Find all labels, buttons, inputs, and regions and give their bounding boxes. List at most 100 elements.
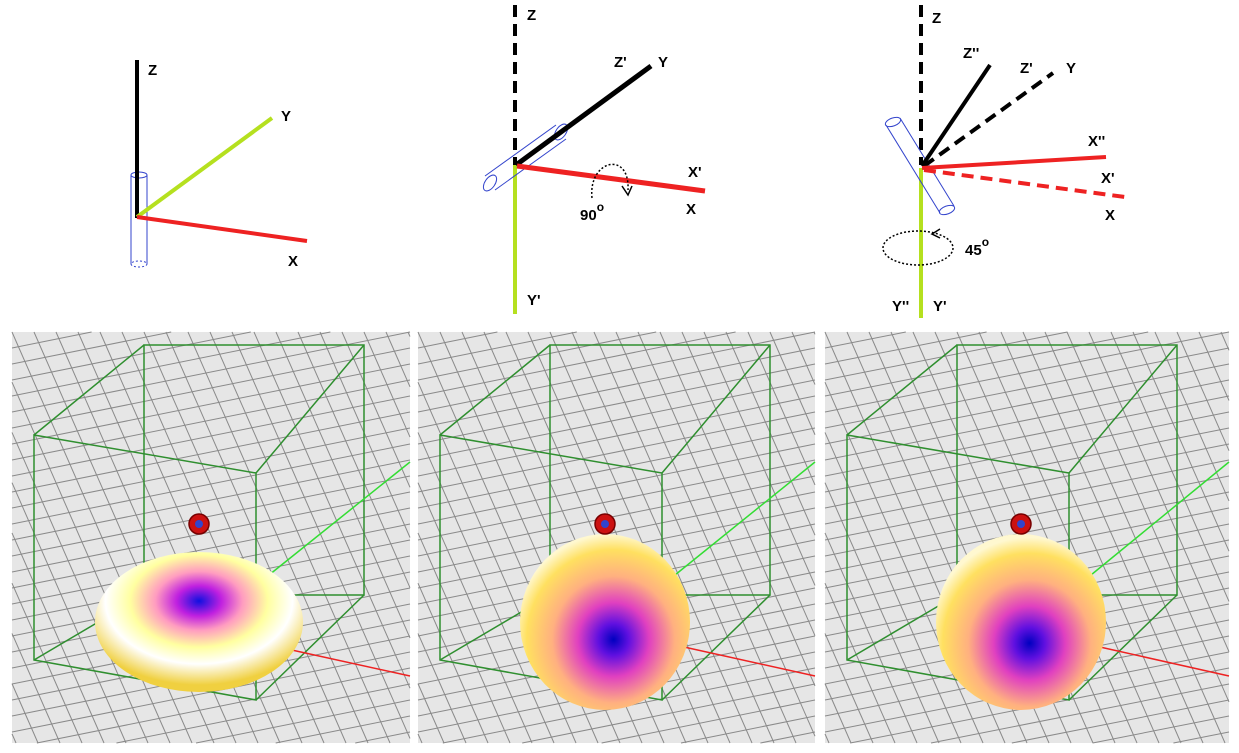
grid-line bbox=[417, 733, 423, 744]
grid-line bbox=[681, 331, 816, 636]
grid-line bbox=[593, 331, 775, 744]
grid-line bbox=[417, 633, 467, 744]
grid-line bbox=[417, 347, 816, 429]
z-prime-axis bbox=[922, 71, 1055, 168]
grid-line bbox=[253, 331, 411, 689]
grid-line bbox=[195, 699, 411, 744]
dipole-cylinder bbox=[482, 123, 569, 192]
grid-line bbox=[824, 331, 987, 365]
grid-line bbox=[11, 443, 411, 525]
grid-line bbox=[659, 331, 816, 687]
grid-line bbox=[1220, 331, 1230, 351]
grid-line bbox=[824, 733, 830, 744]
grid-line bbox=[11, 475, 411, 557]
grid-line bbox=[417, 411, 816, 493]
grid-line bbox=[11, 395, 411, 477]
rotation-arrowhead-icon bbox=[930, 228, 941, 239]
grid-line bbox=[791, 331, 816, 385]
grid-line bbox=[417, 532, 511, 744]
grid-line bbox=[209, 331, 391, 744]
x-axis-line bbox=[674, 644, 816, 677]
grid-line bbox=[116, 683, 411, 744]
y-label: Y bbox=[1066, 60, 1076, 77]
y-label: Y bbox=[281, 108, 291, 125]
z-label: Z bbox=[148, 62, 157, 79]
x-prime-label: X' bbox=[1101, 170, 1115, 187]
grid-line bbox=[824, 331, 906, 349]
grid-line bbox=[11, 331, 172, 365]
z-prime-axis bbox=[514, 63, 653, 168]
box-edges bbox=[33, 344, 365, 701]
grid-line bbox=[824, 633, 874, 744]
z-prime-label: Z' bbox=[614, 54, 627, 71]
grid-line bbox=[1176, 331, 1230, 451]
x-label: X bbox=[686, 201, 696, 218]
grid-line bbox=[417, 331, 577, 365]
rotation-angle: 45o bbox=[965, 235, 989, 259]
grid-line bbox=[319, 331, 411, 538]
grid-line bbox=[930, 683, 1230, 744]
grid-line bbox=[11, 459, 411, 541]
z-label: Z bbox=[932, 10, 941, 27]
grid-line bbox=[824, 459, 1230, 541]
grid-line bbox=[11, 427, 411, 509]
box-front-face bbox=[33, 434, 257, 701]
grid-line bbox=[231, 331, 411, 739]
dipole-source-center bbox=[601, 520, 609, 528]
radiation-pattern-render-original bbox=[11, 331, 411, 744]
grid-line bbox=[11, 507, 411, 589]
grid-line bbox=[1011, 699, 1230, 744]
y-axis-line bbox=[1090, 461, 1230, 576]
grid-line bbox=[615, 331, 797, 744]
grid-line bbox=[417, 427, 816, 509]
grid-line bbox=[417, 363, 816, 445]
grid-line bbox=[1088, 331, 1230, 652]
grid-line bbox=[549, 331, 731, 744]
grid-line bbox=[187, 331, 369, 744]
grid-line bbox=[1000, 331, 1182, 744]
grid-line bbox=[824, 532, 918, 744]
y-double-prime-label: Y'' bbox=[892, 298, 909, 315]
y-prime-label: Y' bbox=[933, 298, 947, 315]
x-axis-line bbox=[1090, 644, 1230, 677]
grid-line bbox=[36, 667, 411, 744]
grid-line bbox=[385, 331, 411, 388]
grid-line bbox=[121, 331, 303, 744]
grid-line bbox=[417, 482, 533, 744]
y-axis bbox=[135, 116, 274, 219]
radiation-pattern-lobe bbox=[520, 534, 690, 710]
grid-line bbox=[1022, 331, 1204, 744]
grid-line bbox=[11, 379, 411, 461]
grid-line bbox=[355, 731, 411, 744]
y-label: Y bbox=[658, 54, 668, 71]
axes-diagram-original: Z Y X bbox=[130, 60, 308, 270]
grid-line bbox=[417, 491, 816, 573]
box-front-face bbox=[439, 434, 663, 701]
box-edges bbox=[846, 344, 1178, 701]
grid-line bbox=[11, 491, 411, 573]
grid-line bbox=[1198, 331, 1230, 401]
grid-line bbox=[417, 459, 816, 541]
grid-line bbox=[1173, 731, 1230, 744]
grid-line bbox=[824, 331, 1068, 381]
grid-line bbox=[824, 411, 1230, 493]
z-double-prime-axis bbox=[920, 63, 992, 168]
box-front-face bbox=[846, 434, 1070, 701]
rotation-arrow-icon bbox=[591, 163, 629, 199]
y-prime-label: Y' bbox=[527, 292, 541, 309]
grid-line bbox=[824, 482, 940, 744]
grid-line bbox=[1110, 331, 1230, 602]
grid-line bbox=[824, 427, 1230, 509]
grid-line bbox=[703, 331, 816, 586]
radiation-pattern-render-rotated-90 bbox=[417, 331, 816, 744]
grid-line bbox=[275, 331, 411, 639]
x-axis bbox=[516, 163, 706, 194]
grid-line bbox=[417, 379, 816, 461]
dipole-source-center bbox=[1017, 520, 1025, 528]
x-prime-label: X' bbox=[688, 164, 702, 181]
grid-line bbox=[417, 331, 736, 397]
grid-line bbox=[824, 331, 1149, 397]
grid-line bbox=[1066, 331, 1230, 703]
axes-diagram-rotated-45: Z Z'' Z' Y X'' X' X Y'' Y' 45o bbox=[882, 5, 1126, 318]
